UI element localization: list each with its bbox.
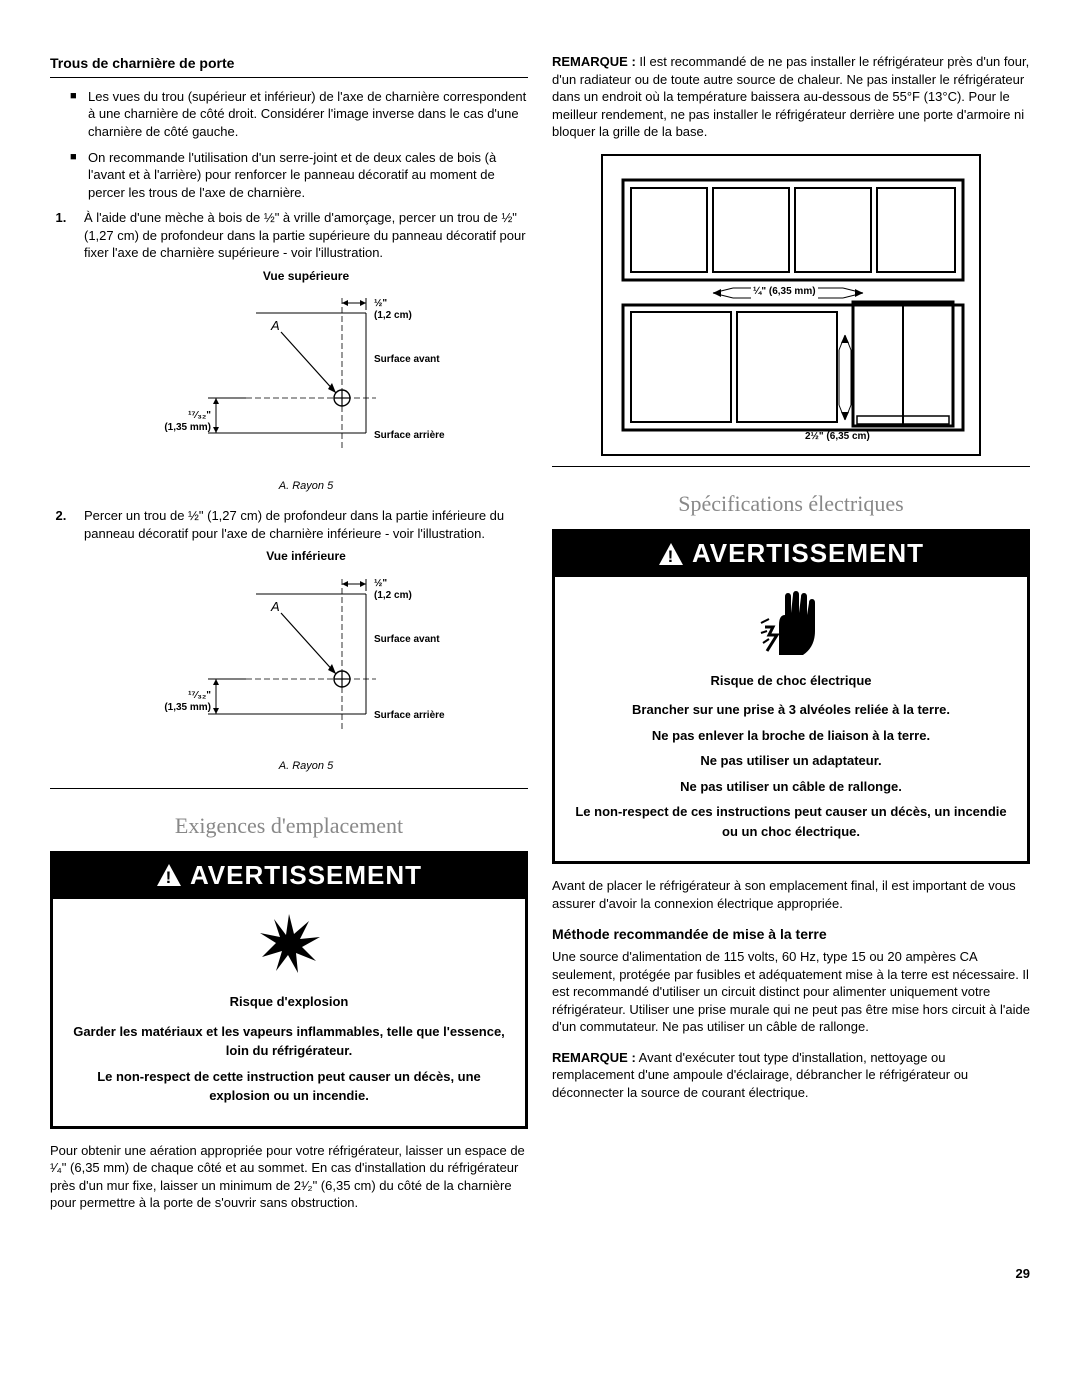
cabinet-diagram-svg [613, 170, 973, 440]
ventilation-paragraph: Pour obtenir une aération appropriée pou… [50, 1142, 528, 1212]
right-column: REMARQUE : Il est recommandé de ne pas i… [552, 40, 1030, 1225]
list-item: À l'aide d'une mèche à bois de ½" à vril… [70, 209, 528, 493]
warning-body: Risque de choc électrique Brancher sur u… [555, 577, 1027, 861]
page-number: 29 [50, 1265, 1030, 1283]
remark-paragraph: REMARQUE : Avant d'exécuter tout type d'… [552, 1049, 1030, 1102]
location-requirements-title: Exigences d'emplacement [50, 811, 528, 841]
warning-subtitle: Risque d'explosion [69, 992, 509, 1012]
diagram-caption: A. Rayon 5 [84, 479, 528, 494]
warning-line: Le non-respect de ces instructions peut … [571, 802, 1011, 841]
shock-warning-box: ! AVERTISSEMENT Risque de choc électriqu… [552, 529, 1030, 864]
connection-paragraph: Avant de placer le réfrigérateur à son e… [552, 877, 1030, 912]
warning-triangle-icon: ! [156, 863, 182, 887]
placement-diagram: ¼" (6,35 mm) 2½" (6,35 cm) [601, 154, 981, 457]
list-item: Les vues du trou (supérieur et inférieur… [70, 88, 528, 141]
warning-line: Brancher sur une prise à 3 alvéoles reli… [571, 700, 1011, 720]
electrical-spec-title: Spécifications électriques [552, 489, 1030, 519]
diagram-bottom-view: Vue inférieure A [84, 548, 528, 774]
svg-text:A: A [270, 599, 280, 614]
explosion-icon [254, 909, 324, 979]
remark-label: REMARQUE : [552, 1050, 636, 1065]
warning-line: Le non-respect de cette instruction peut… [69, 1067, 509, 1106]
hinge-diagram-svg: A [156, 288, 456, 468]
diagram-caption: A. Rayon 5 [84, 759, 528, 774]
shock-hand-icon [759, 587, 823, 657]
list-item: Percer un trou de ½" (1,27 cm) de profon… [70, 507, 528, 774]
grounding-heading: Méthode recommandée de mise à la terre [552, 925, 1030, 944]
warning-line: Ne pas utiliser un câble de rallonge. [571, 777, 1011, 797]
grounding-paragraph: Une source d'alimentation de 115 volts, … [552, 948, 1030, 1036]
warning-header: ! AVERTISSEMENT [555, 532, 1027, 577]
warning-header-text: AVERTISSEMENT [190, 858, 422, 893]
warning-line: Ne pas enlever la broche de liaison à la… [571, 726, 1011, 746]
remark-label: REMARQUE : [552, 54, 636, 69]
warning-subtitle: Risque de choc électrique [571, 671, 1011, 691]
warning-header-text: AVERTISSEMENT [692, 536, 924, 571]
warning-header: ! AVERTISSEMENT [53, 854, 525, 899]
hinge-diagram-svg: A [156, 569, 456, 749]
step-text: À l'aide d'une mèche à bois de ½" à vril… [84, 210, 526, 260]
svg-text:!: ! [668, 547, 675, 566]
warning-body: Risque d'explosion Garder les matériaux … [53, 899, 525, 1126]
divider [552, 466, 1030, 467]
remark-paragraph: REMARQUE : Il est recommandé de ne pas i… [552, 53, 1030, 141]
hinge-holes-heading: Trous de charnière de porte [50, 54, 528, 78]
diagram-title: Vue inférieure [84, 548, 528, 564]
list-item: On recommande l'utilisation d'un serre-j… [70, 149, 528, 202]
warning-line: Garder les matériaux et les vapeurs infl… [69, 1022, 509, 1061]
diagram-top-view: Vue supérieure A [84, 268, 528, 494]
bullet-list: Les vues du trou (supérieur et inférieur… [50, 88, 528, 201]
step-text: Percer un trou de ½" (1,27 cm) de profon… [84, 508, 504, 541]
explosion-warning-box: ! AVERTISSEMENT Risque d'explosion Garde… [50, 851, 528, 1129]
numbered-steps: À l'aide d'une mèche à bois de ½" à vril… [50, 209, 528, 774]
left-column: Trous de charnière de porte Les vues du … [50, 40, 528, 1225]
warning-line: Ne pas utiliser un adaptateur. [571, 751, 1011, 771]
svg-text:A: A [270, 318, 280, 333]
warning-triangle-icon: ! [658, 542, 684, 566]
diagram-title: Vue supérieure [84, 268, 528, 284]
svg-text:!: ! [166, 868, 173, 887]
divider [50, 788, 528, 789]
